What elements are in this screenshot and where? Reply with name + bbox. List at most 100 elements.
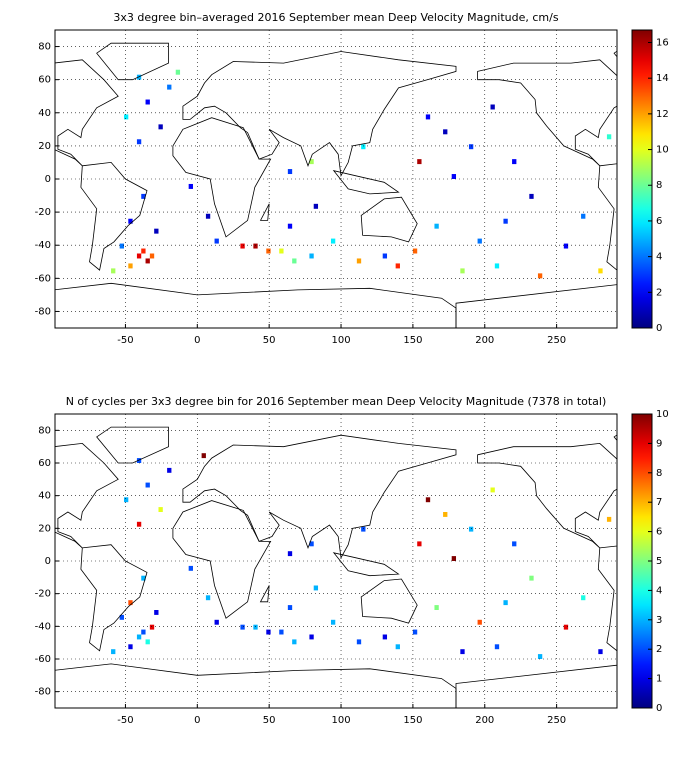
x-tick-label: 150	[403, 335, 422, 346]
cell	[434, 223, 439, 229]
cell	[292, 639, 297, 645]
coastline	[96, 42, 169, 81]
y-tick-label: 0	[45, 174, 51, 185]
y-tick-label: -80	[35, 306, 51, 317]
cell	[313, 203, 319, 209]
cell	[188, 565, 193, 571]
cell	[425, 114, 431, 120]
y-tick-label: 80	[38, 425, 51, 436]
coastline	[477, 59, 617, 167]
cell	[494, 644, 500, 650]
cell	[279, 629, 284, 635]
cell	[606, 516, 612, 522]
cell	[382, 253, 388, 259]
colorbar-tick-label: 6	[656, 216, 662, 227]
cell	[266, 629, 271, 635]
cell	[443, 512, 448, 517]
cell	[412, 248, 418, 254]
cell	[529, 575, 534, 581]
cell	[128, 644, 133, 650]
y-tick-label: -20	[35, 589, 51, 600]
cell	[395, 644, 400, 650]
cell	[128, 218, 133, 224]
chart-title: N of cycles per 3x3 degree bin for 2016 …	[66, 395, 607, 408]
y-tick-label: -40	[35, 240, 51, 251]
colorbar-tick-label: 5	[656, 556, 662, 567]
cell	[128, 263, 133, 269]
cell	[490, 104, 495, 110]
y-tick-label: 20	[38, 141, 51, 152]
cell	[356, 639, 362, 645]
cell	[581, 213, 586, 219]
cell	[111, 268, 116, 274]
cell	[361, 526, 366, 532]
cell	[443, 129, 448, 135]
cell	[330, 238, 336, 244]
y-tick-label: 80	[38, 42, 51, 53]
cell	[503, 600, 508, 606]
cell	[563, 624, 569, 630]
coastline	[55, 282, 457, 328]
cell	[468, 144, 474, 150]
colorbar-tick-label: 8	[656, 468, 662, 479]
cell	[136, 253, 142, 259]
cell	[287, 551, 293, 557]
cell	[361, 144, 366, 150]
coastline	[80, 544, 148, 652]
y-tick-label: -60	[35, 654, 51, 665]
cell	[494, 263, 500, 269]
cell	[512, 541, 517, 547]
x-tick-label: 200	[475, 335, 494, 346]
y-tick-label: 60	[38, 75, 51, 86]
cell	[145, 99, 150, 105]
cell	[460, 649, 465, 655]
colorbar-tick-label: 8	[656, 180, 662, 191]
cell	[119, 243, 124, 249]
cell	[382, 634, 388, 640]
colorbar-tick-label: 0	[656, 323, 662, 334]
cell	[154, 610, 159, 615]
cell	[240, 624, 245, 630]
colorbar-tick-label: 10	[656, 409, 669, 420]
cell	[154, 228, 159, 234]
cell	[158, 124, 163, 130]
cell	[266, 248, 271, 254]
cell	[468, 526, 474, 532]
x-tick-label: 250	[547, 715, 566, 726]
cell	[503, 218, 508, 224]
colorbar-tick-label: 3	[656, 615, 662, 626]
cell	[253, 243, 258, 249]
cell	[292, 258, 297, 264]
colorbar-tick-label: 7	[656, 497, 662, 508]
plot-area	[55, 426, 617, 708]
colorbar-tick-label: 9	[656, 438, 662, 449]
colorbar-tick-label: 12	[656, 109, 669, 120]
coastline	[182, 51, 457, 177]
x-tick-label: 250	[547, 335, 566, 346]
cell	[477, 619, 482, 625]
cell	[149, 253, 155, 259]
colorbar-tick-label: 16	[656, 37, 669, 48]
coastline	[360, 196, 418, 243]
cell	[253, 624, 258, 630]
cell	[451, 556, 457, 561]
y-tick-label: 40	[38, 491, 51, 502]
colorbar-tick-label: 14	[656, 73, 669, 84]
cell	[145, 639, 150, 645]
coastline	[55, 442, 119, 549]
x-tick-label: 100	[331, 335, 350, 346]
cell	[287, 169, 293, 175]
cell	[167, 84, 172, 90]
colorbar-tick-label: 4	[656, 252, 662, 263]
colorbar-tick-label: 10	[656, 145, 669, 156]
cell	[287, 223, 293, 229]
cell	[313, 585, 319, 591]
coastline	[597, 163, 617, 271]
cell	[214, 619, 219, 625]
coastline	[477, 442, 617, 549]
cell	[205, 595, 211, 601]
y-tick-label: 60	[38, 458, 51, 469]
cell	[149, 624, 155, 630]
